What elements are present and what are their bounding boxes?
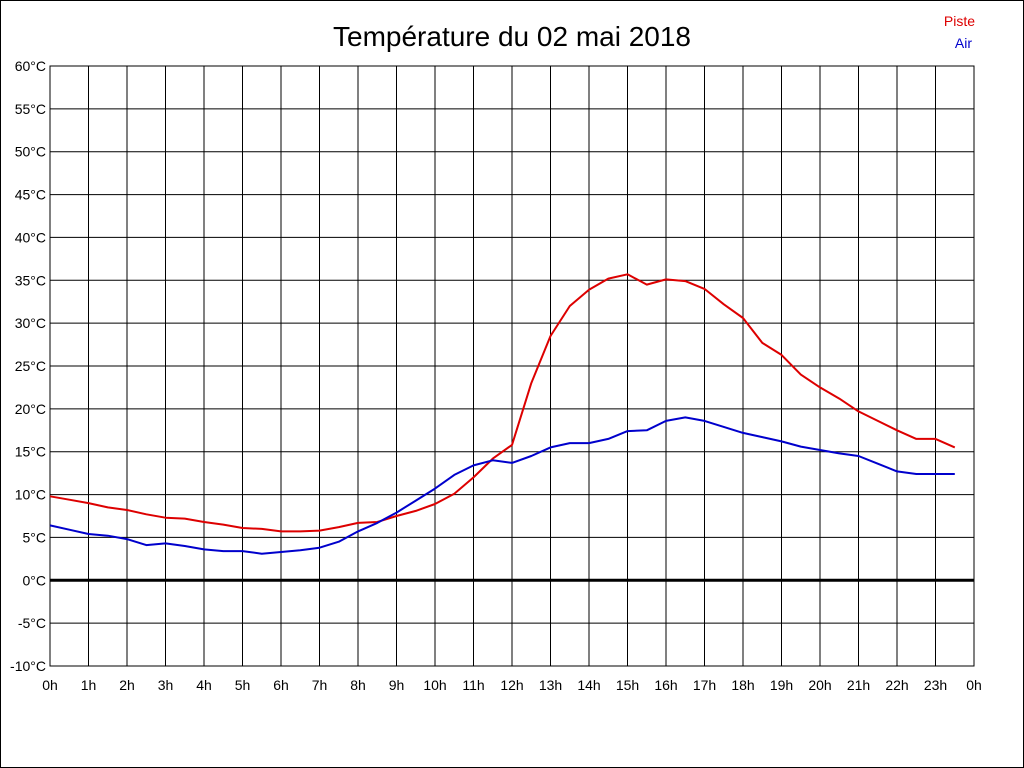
x-tick-label: 7h [312,677,328,693]
legend: Piste Air [944,13,975,51]
x-tick-label: 21h [847,677,870,693]
x-tick-label: 2h [119,677,135,693]
x-tick-label: 4h [196,677,212,693]
x-tick-label: 8h [350,677,366,693]
y-tick-label: 45°C [15,187,46,203]
x-tick-label: 1h [81,677,97,693]
y-tick-label: 20°C [15,401,46,417]
series-line-air [49,416,955,555]
y-tick-label: 5°C [23,529,47,545]
x-tick-label: 16h [654,677,677,693]
x-tick-label: 9h [389,677,405,693]
x-tick-label: 3h [158,677,174,693]
legend-entry-piste: Piste [944,13,975,29]
x-tick-label: 15h [616,677,639,693]
x-tick-label: 17h [693,677,716,693]
y-tick-label: 15°C [15,444,46,460]
series-lines [49,273,956,555]
x-tick-label: 19h [770,677,793,693]
y-tick-label: 60°C [15,58,46,74]
y-tick-label: 55°C [15,101,46,117]
y-tick-label: -5°C [18,615,46,631]
x-tick-label: 0h [966,677,982,693]
y-tick-label: 25°C [15,358,46,374]
y-tick-label: -10°C [10,658,46,674]
y-tick-label: 50°C [15,144,46,160]
x-axis-labels: 0h 1h 2h 3h 4h 5h 6h 7h 8h 9h 10h 11h 12h 13h 14h 15h 16… [42,677,982,693]
x-tick-label: 23h [924,677,947,693]
x-tick-label: 20h [808,677,831,693]
x-tick-label: 5h [235,677,251,693]
y-tick-label: 10°C [15,487,46,503]
x-tick-label: 22h [885,677,908,693]
x-tick-label: 14h [577,677,600,693]
x-tick-label: 18h [731,677,754,693]
plot-border [49,65,975,667]
x-tick-label: 0h [42,677,58,693]
legend-entry-air: Air [955,35,972,51]
y-tick-label: 35°C [15,272,46,288]
y-tick-label: 0°C [23,572,47,588]
x-tick-label: 13h [539,677,562,693]
series-line-piste [49,273,956,533]
chart-title: Température du 02 mai 2018 [333,21,691,52]
x-tick-label: 12h [500,677,523,693]
y-tick-label: 30°C [15,315,46,331]
y-tick-label: 40°C [15,229,46,245]
grid [49,65,975,667]
x-tick-label: 11h [462,677,484,693]
x-tick-label: 6h [273,677,289,693]
x-tick-label: 10h [423,677,446,693]
y-axis-labels: -10°C -5°C 0°C 5°C 10°C 15°C 20°C 25°C 30°C 35°C 4… [10,58,46,674]
